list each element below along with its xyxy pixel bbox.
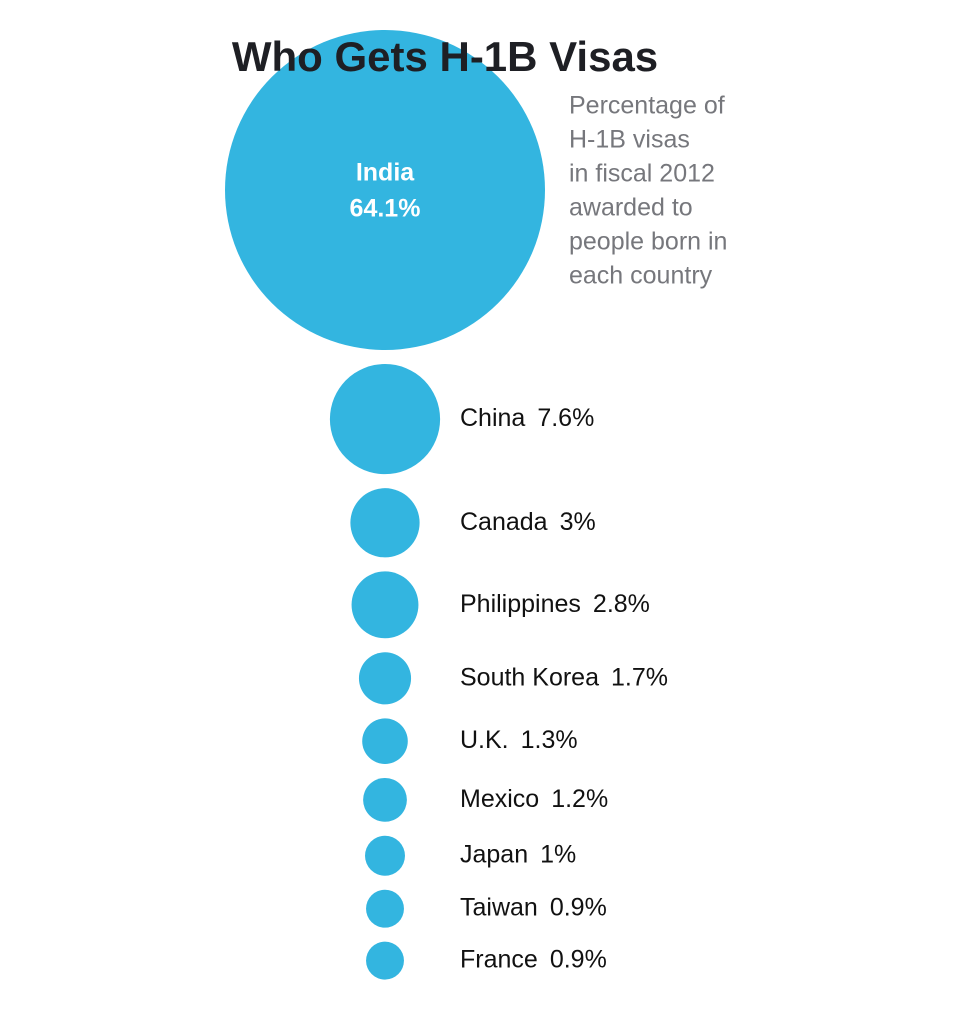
- bubbles: India 64.1% China 7.6% Canada 3% Philippines 2.…: [225, 30, 668, 980]
- subtitle-line: people born in: [569, 228, 727, 256]
- bubble: [351, 571, 419, 639]
- value-label: 1%: [540, 840, 576, 868]
- value-label: 0.9%: [550, 945, 607, 973]
- category-label: Philippines: [460, 589, 581, 617]
- bubble: [225, 30, 545, 350]
- value-label: 2.8%: [593, 589, 650, 617]
- value-label: 1.2%: [551, 784, 608, 812]
- subtitle-line: each country: [569, 262, 713, 290]
- category-label: U.K.: [460, 726, 509, 754]
- bubble-label: Taiwan 0.9%: [460, 893, 607, 921]
- category-label: France: [460, 945, 538, 973]
- subtitle-line: awarded to: [569, 194, 693, 222]
- bubble: [366, 889, 404, 928]
- bubble-label: Japan 1%: [460, 840, 576, 868]
- category-label: Canada: [460, 507, 548, 535]
- bubble-label: France 0.9%: [460, 945, 607, 973]
- bubble-label: South Korea 1.7%: [460, 663, 668, 691]
- bubble-label: U.K. 1.3%: [460, 726, 578, 754]
- subtitle-line: in fiscal 2012: [569, 160, 715, 188]
- chart-title: Who Gets H-1B Visas: [232, 33, 658, 80]
- value-label: 7.6%: [537, 404, 594, 432]
- category-label: China: [460, 404, 525, 432]
- bubble: [362, 718, 408, 764]
- bubble-label: Canada 3%: [460, 507, 596, 535]
- subtitle-line: H-1B visas: [569, 126, 690, 154]
- category-label: Japan: [460, 840, 528, 868]
- bubble: [365, 835, 405, 876]
- category-label: South Korea: [460, 663, 599, 691]
- bubble-label: Mexico 1.2%: [460, 784, 608, 812]
- bubble: [366, 941, 404, 980]
- value-label: 1.7%: [611, 663, 668, 691]
- value-label: 0.9%: [550, 893, 607, 921]
- bubble: [363, 777, 407, 822]
- bubble: [358, 652, 412, 705]
- bubble: [329, 364, 441, 475]
- bubble-label: China 7.6%: [460, 404, 594, 432]
- category-label: Mexico: [460, 784, 539, 812]
- value-label: 1.3%: [521, 726, 578, 754]
- bubble: [350, 488, 420, 558]
- bubble-label: Philippines 2.8%: [460, 589, 650, 617]
- category-label: India: [356, 159, 415, 187]
- value-label: 3%: [560, 507, 596, 535]
- subtitle-line: Percentage of: [569, 92, 725, 120]
- category-label: Taiwan: [460, 893, 538, 921]
- value-label: 64.1%: [350, 195, 421, 223]
